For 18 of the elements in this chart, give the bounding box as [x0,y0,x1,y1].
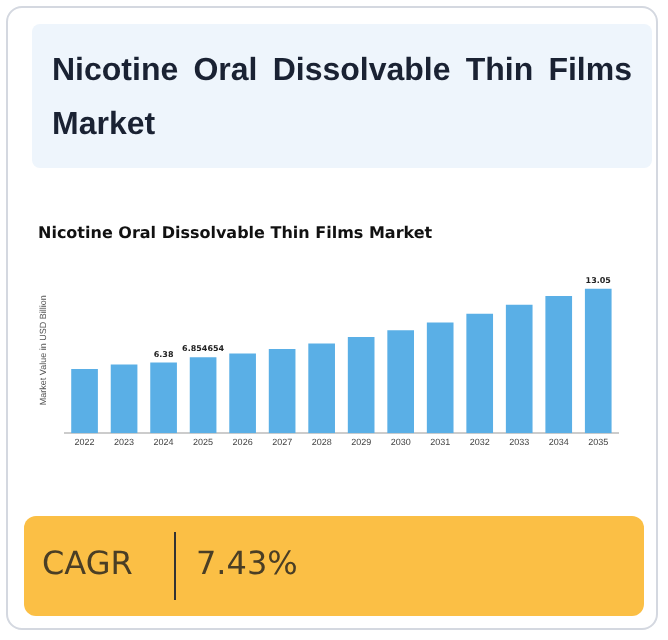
bar [505,304,533,434]
chart-title: Nicotine Oral Dissolvable Thin Films Market [32,24,652,168]
bar [426,322,454,434]
bar [189,357,217,434]
text: CAGR [42,544,133,582]
chart-subtitle: Nicotine Oral Dissolvable Thin Films Market [38,223,433,242]
bar [466,313,494,434]
bar [229,353,256,434]
bar [584,288,612,434]
bar [110,364,138,434]
bar [268,349,296,434]
bar [308,343,335,434]
bar [545,295,573,434]
bar [347,336,375,434]
bar [150,362,177,434]
text: 7.43% [196,544,298,582]
bar [387,330,415,434]
bar [71,369,98,434]
